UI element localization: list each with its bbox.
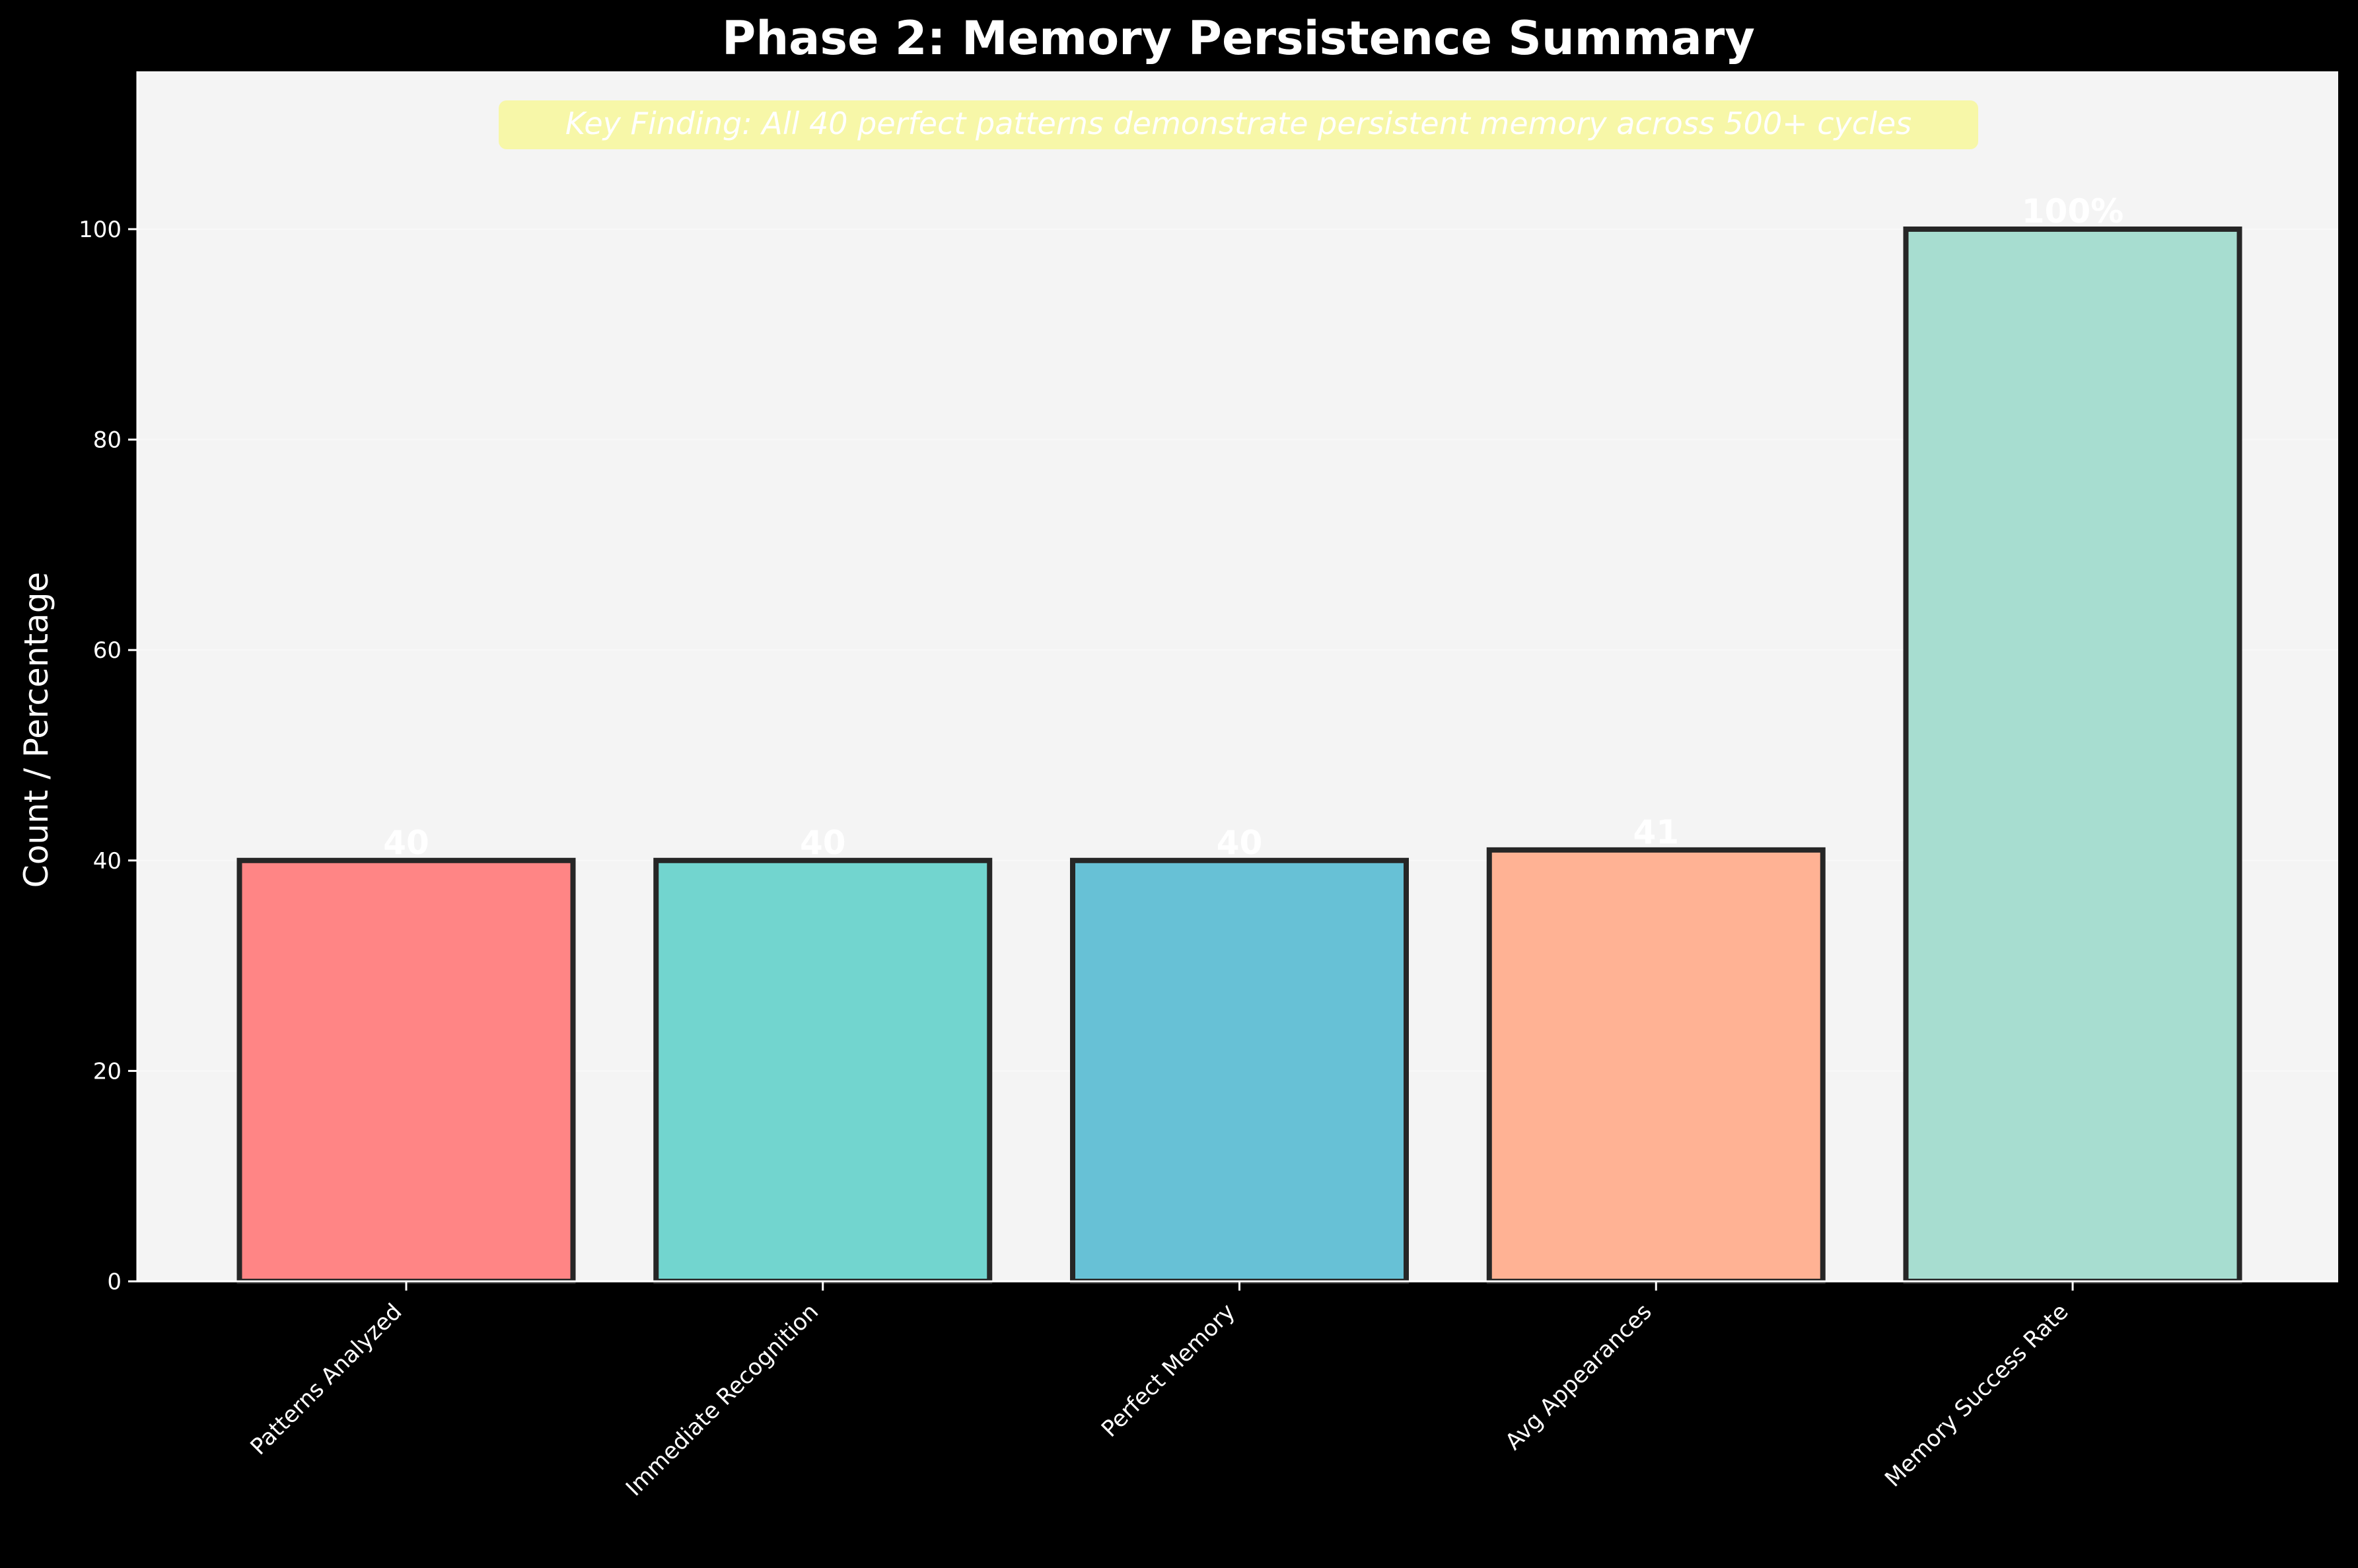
bar-memory-success-rate	[1903, 226, 2242, 1284]
y-tick-label: 60	[93, 637, 122, 664]
y-tick-label: 0	[107, 1269, 122, 1295]
axes	[136, 71, 2338, 1283]
y-tick-label: 20	[93, 1058, 122, 1085]
bar-perfect-memory	[1070, 857, 1409, 1284]
y-tick-label: 40	[93, 848, 122, 874]
annotation: Key Finding: All 40 perfect patterns dem…	[499, 100, 1978, 149]
bar-value-label: 40	[800, 824, 846, 862]
bar-value-label: 40	[1217, 824, 1263, 862]
y-axis-label: Count / Percentage	[17, 572, 55, 888]
y-tick-label: 100	[79, 217, 122, 243]
y-ticks: 0 20 40 60 80 100	[79, 217, 137, 1295]
y-tick-label: 80	[93, 427, 122, 454]
bar-value-label: 40	[383, 824, 429, 862]
bar-value-labels: 40 40 40 41 100%	[383, 192, 2124, 862]
annotation-text: Key Finding: All 40 perfect patterns dem…	[565, 106, 1911, 141]
bar-value-label: 100%	[2022, 192, 2124, 231]
chart-title: Phase 2: Memory Persistence Summary	[722, 11, 1755, 65]
bar-immediate-recognition	[653, 857, 993, 1284]
bar-value-label: 41	[1633, 813, 1679, 851]
annotation-box	[499, 100, 1978, 149]
bar-avg-appearances	[1486, 847, 1826, 1284]
bar-patterns-analyzed	[236, 857, 576, 1284]
bars	[236, 226, 2242, 1284]
